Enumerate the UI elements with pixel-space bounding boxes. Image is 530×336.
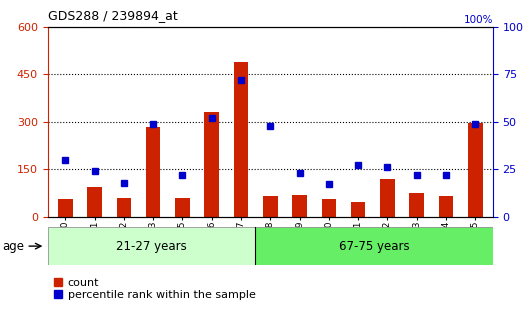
Bar (380, 179, 395, 217)
Bar (175, 198, 190, 217)
Bar (117, 198, 131, 217)
Bar (351, 203, 366, 217)
Bar (409, 193, 424, 217)
Bar (146, 127, 161, 217)
Text: 100%: 100% (463, 15, 493, 25)
Bar (48, 227, 255, 265)
Text: age: age (3, 240, 25, 253)
Bar (234, 62, 249, 217)
Bar (255, 227, 493, 265)
Text: GDS288 / 239894_at: GDS288 / 239894_at (48, 9, 178, 22)
Bar (87, 187, 102, 217)
Text: 67-75 years: 67-75 years (339, 240, 410, 253)
Bar (205, 112, 219, 217)
Bar (292, 195, 307, 217)
Bar (322, 199, 336, 217)
Text: 21-27 years: 21-27 years (116, 240, 187, 253)
Bar (439, 196, 453, 217)
Bar (263, 196, 278, 217)
Bar (58, 199, 73, 217)
Bar (468, 123, 483, 217)
Legend: count, percentile rank within the sample: count, percentile rank within the sample (53, 278, 255, 300)
